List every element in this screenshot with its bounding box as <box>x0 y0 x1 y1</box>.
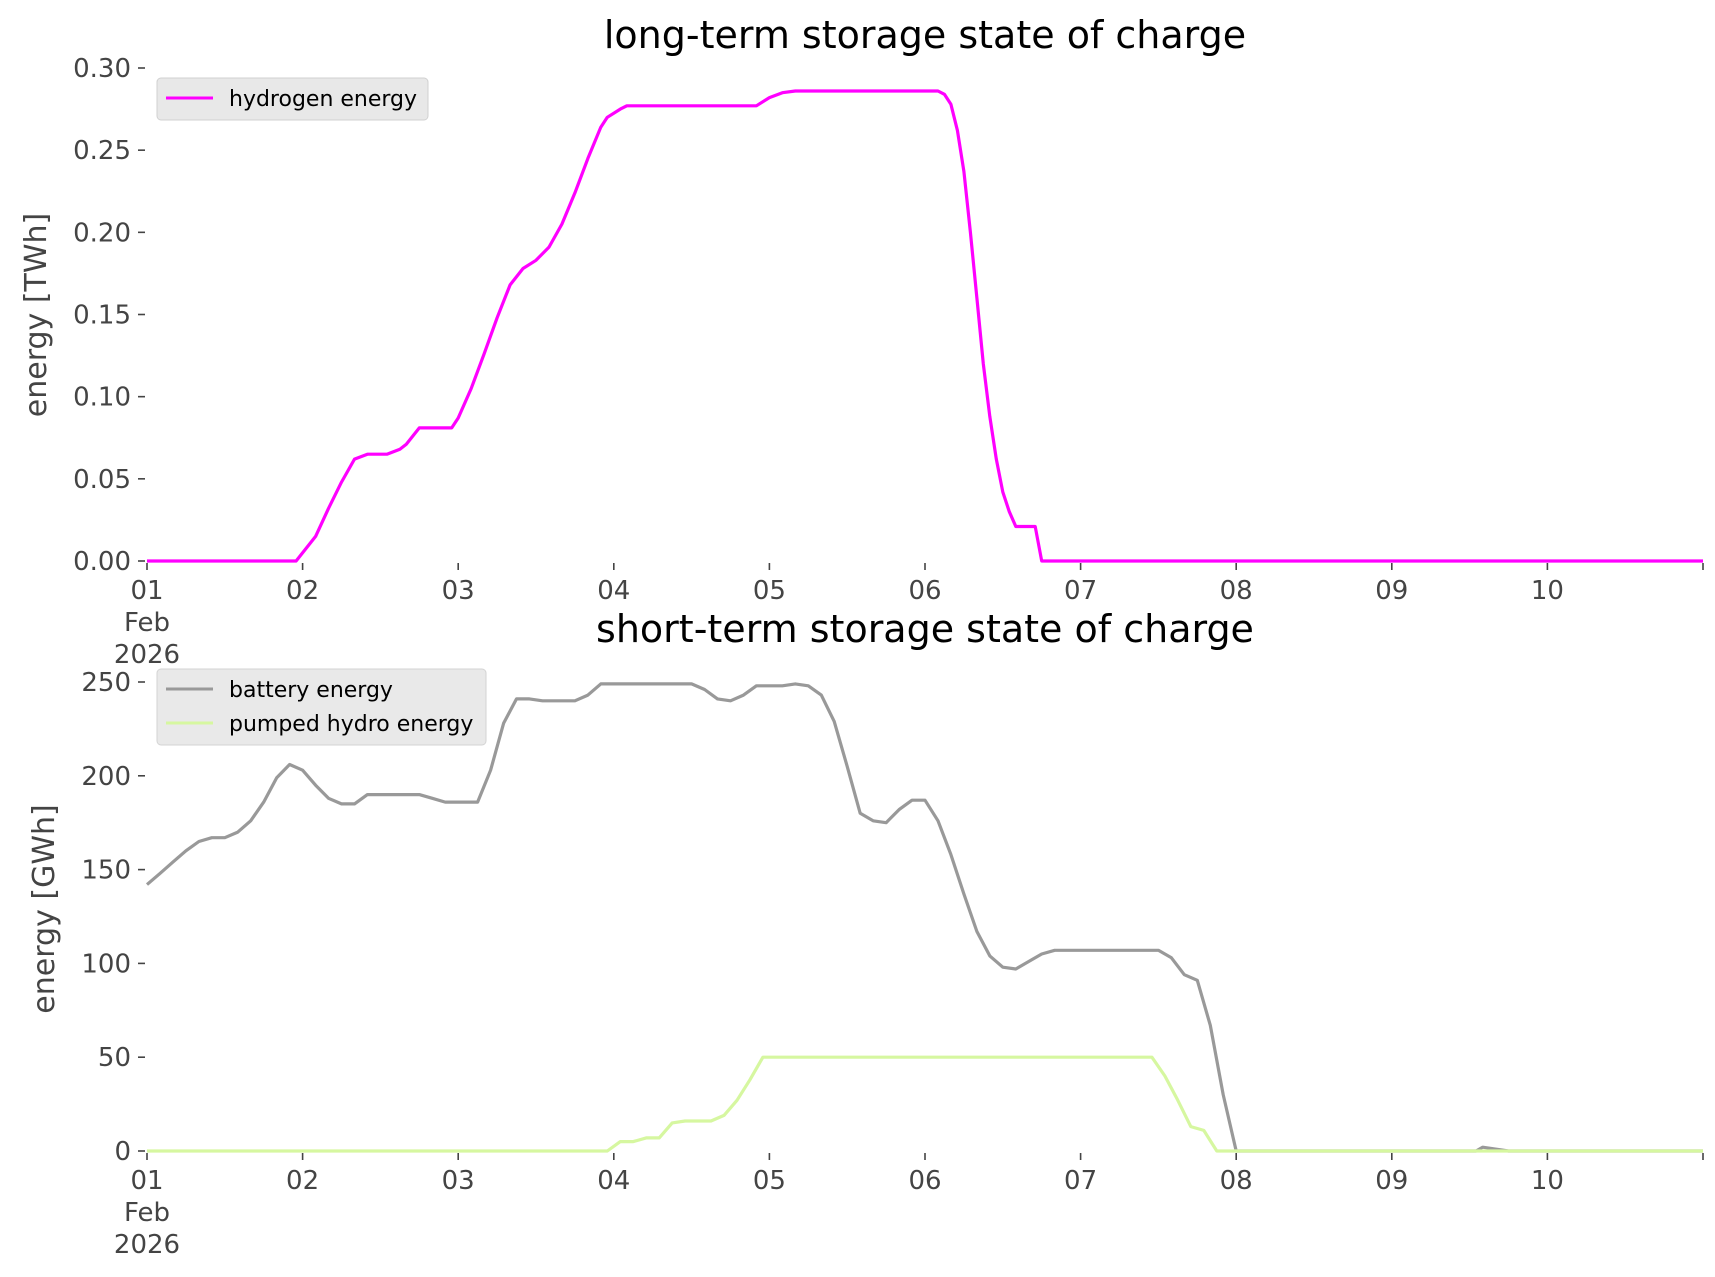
short-term-chart: short-term storage state of charge energ… <box>27 607 1704 1260</box>
x-tick-label: 08 <box>1220 576 1253 606</box>
x-tick-label: 06 <box>908 1166 941 1196</box>
x-tick-label: 07 <box>1064 576 1097 606</box>
y-tick-label: 0.25 <box>73 136 131 166</box>
x-tick-label: 03 <box>442 576 475 606</box>
y-tick-label: 150 <box>81 856 131 886</box>
y-tick-label: 200 <box>81 762 131 792</box>
series-line-battery-energy <box>145 682 1703 1153</box>
x-tick-label: 08 <box>1220 1166 1253 1196</box>
chart-title: long-term storage state of charge <box>604 13 1246 57</box>
x-tick-label: 01 <box>130 1166 163 1196</box>
x-tick-label: 03 <box>442 1166 475 1196</box>
legend-label: pumped hydro energy <box>229 712 473 737</box>
y-axis-label: energy [TWh] <box>19 213 54 417</box>
y-tick-label: 0.10 <box>73 383 131 413</box>
y-tick-label: 0.00 <box>73 547 131 577</box>
y-tick-label: 0.05 <box>73 465 131 495</box>
x-tick-label: 04 <box>597 576 630 606</box>
x-tick-label: 09 <box>1375 576 1408 606</box>
y-tick-label: 250 <box>81 668 131 698</box>
series-lines <box>145 682 1703 1153</box>
x-tick-label: 02 <box>286 576 319 606</box>
x-tick-label: 05 <box>753 576 786 606</box>
y-tick-label: 50 <box>98 1043 131 1073</box>
x-tick-label: 2026 <box>114 1230 180 1260</box>
legend-label: hydrogen energy <box>229 87 417 112</box>
y-ticks: 0 50 100 150 200 250 <box>81 668 145 1167</box>
legend-box <box>156 668 487 746</box>
x-tick-label: 06 <box>908 576 941 606</box>
x-tick-label: 2026 <box>114 640 180 670</box>
legend-box <box>156 77 429 121</box>
y-ticks: 0.00 0.05 0.10 0.15 0.20 0.25 0.30 <box>73 54 145 577</box>
y-tick-label: 100 <box>81 949 131 979</box>
series-line-hydrogen-energy <box>147 89 1703 563</box>
legend: hydrogen energy <box>156 77 429 121</box>
y-tick-label: 0.30 <box>73 54 131 84</box>
y-tick-label: 0.15 <box>73 301 131 331</box>
x-tick-label: 09 <box>1375 1166 1408 1196</box>
chart-title: short-term storage state of charge <box>596 607 1254 651</box>
x-tick-label: 01 <box>130 576 163 606</box>
legend: battery energy pumped hydro energy <box>156 668 487 746</box>
x-tick-label: 07 <box>1064 1166 1097 1196</box>
series-lines <box>147 89 1703 563</box>
legend-label: battery energy <box>229 678 393 703</box>
x-tick-label: 05 <box>753 1166 786 1196</box>
long-term-chart: long-term storage state of charge energy… <box>19 13 1704 670</box>
x-tick-label: 02 <box>286 1166 319 1196</box>
y-tick-label: 0 <box>114 1137 131 1167</box>
series-line-pumped-hydro-energy <box>147 1055 1703 1153</box>
x-tick-label: 10 <box>1531 1166 1564 1196</box>
y-tick-label: 0.20 <box>73 218 131 248</box>
x-tick-label: Feb <box>124 608 170 638</box>
y-axis-label: energy [GWh] <box>27 804 62 1013</box>
x-tick-label: Feb <box>124 1198 170 1228</box>
x-tick-label: 10 <box>1531 576 1564 606</box>
x-tick-label: 04 <box>597 1166 630 1196</box>
